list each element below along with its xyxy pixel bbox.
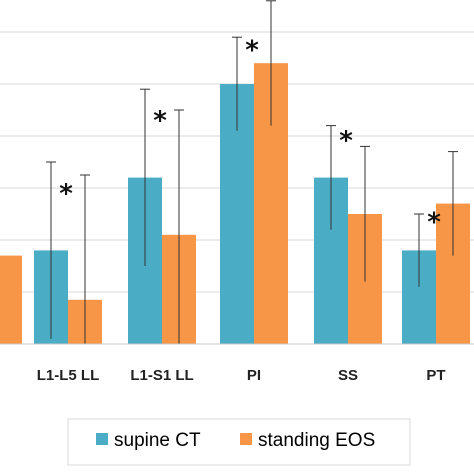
significance-markers: * * * * *	[59, 35, 441, 237]
significance-star: *	[153, 106, 167, 136]
significance-star: *	[59, 179, 73, 209]
category-label: L1-L5 LL	[37, 367, 100, 384]
significance-star: *	[427, 207, 441, 237]
category-label: SS	[338, 367, 358, 384]
significance-star: *	[245, 35, 259, 65]
legend: supine CT standing EOS	[67, 418, 411, 466]
legend-swatch-standing-eos	[240, 433, 252, 445]
category-label: PI	[247, 367, 261, 384]
legend-swatch-supine-ct	[96, 433, 108, 445]
legend-box	[67, 418, 411, 466]
category-label: L1-S1 LL	[130, 367, 193, 384]
legend-label-standing-eos: standing EOS	[258, 430, 375, 451]
bar-standing-eos	[0, 255, 22, 344]
category-label: PT	[426, 367, 445, 384]
error-bars	[46, 0, 458, 344]
significance-star: *	[339, 126, 353, 156]
legend-label-supine-ct: supine CT	[114, 430, 201, 451]
